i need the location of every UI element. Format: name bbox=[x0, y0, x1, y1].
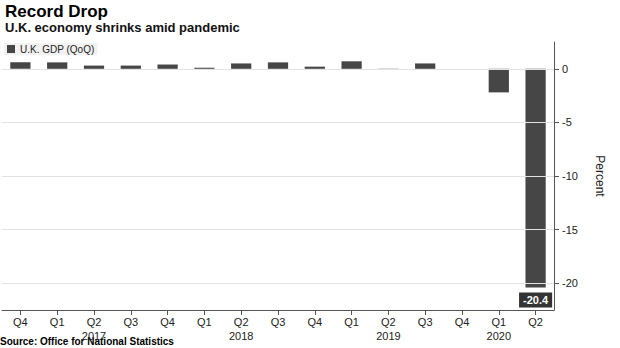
svg-text:Q1: Q1 bbox=[344, 316, 359, 328]
svg-text:Q4: Q4 bbox=[307, 316, 322, 328]
svg-text:Q2: Q2 bbox=[528, 316, 543, 328]
svg-text:2017: 2017 bbox=[82, 330, 106, 342]
svg-text:Record Drop: Record Drop bbox=[5, 2, 108, 21]
svg-text:Q1: Q1 bbox=[50, 316, 65, 328]
svg-text:-5: -5 bbox=[562, 116, 572, 128]
svg-text:2019: 2019 bbox=[376, 330, 400, 342]
svg-text:Percent: Percent bbox=[593, 155, 607, 197]
svg-text:Q2: Q2 bbox=[87, 316, 102, 328]
svg-text:Q3: Q3 bbox=[271, 316, 286, 328]
svg-text:Q1: Q1 bbox=[491, 316, 506, 328]
svg-text:Q3: Q3 bbox=[123, 316, 138, 328]
svg-text:Q4: Q4 bbox=[13, 316, 28, 328]
svg-text:U.K. economy shrinks amid pand: U.K. economy shrinks amid pandemic bbox=[5, 20, 240, 35]
svg-text:Q3: Q3 bbox=[418, 316, 433, 328]
svg-text:Q4: Q4 bbox=[160, 316, 175, 328]
svg-text:2018: 2018 bbox=[229, 330, 253, 342]
svg-text:Q2: Q2 bbox=[234, 316, 249, 328]
svg-text:U.K. GDP (QoQ): U.K. GDP (QoQ) bbox=[20, 44, 94, 55]
svg-text:Q2: Q2 bbox=[381, 316, 396, 328]
svg-text:Q4: Q4 bbox=[455, 316, 470, 328]
svg-text:-15: -15 bbox=[562, 224, 578, 236]
svg-text:0: 0 bbox=[562, 63, 568, 75]
svg-text:-20: -20 bbox=[562, 277, 578, 289]
svg-text:Q1: Q1 bbox=[197, 316, 212, 328]
svg-text:-10: -10 bbox=[562, 170, 578, 182]
svg-text:2020: 2020 bbox=[487, 330, 511, 342]
svg-text:Source: Office for National St: Source: Office for National Statistics bbox=[0, 335, 174, 347]
svg-text:-20.4: -20.4 bbox=[523, 294, 549, 306]
